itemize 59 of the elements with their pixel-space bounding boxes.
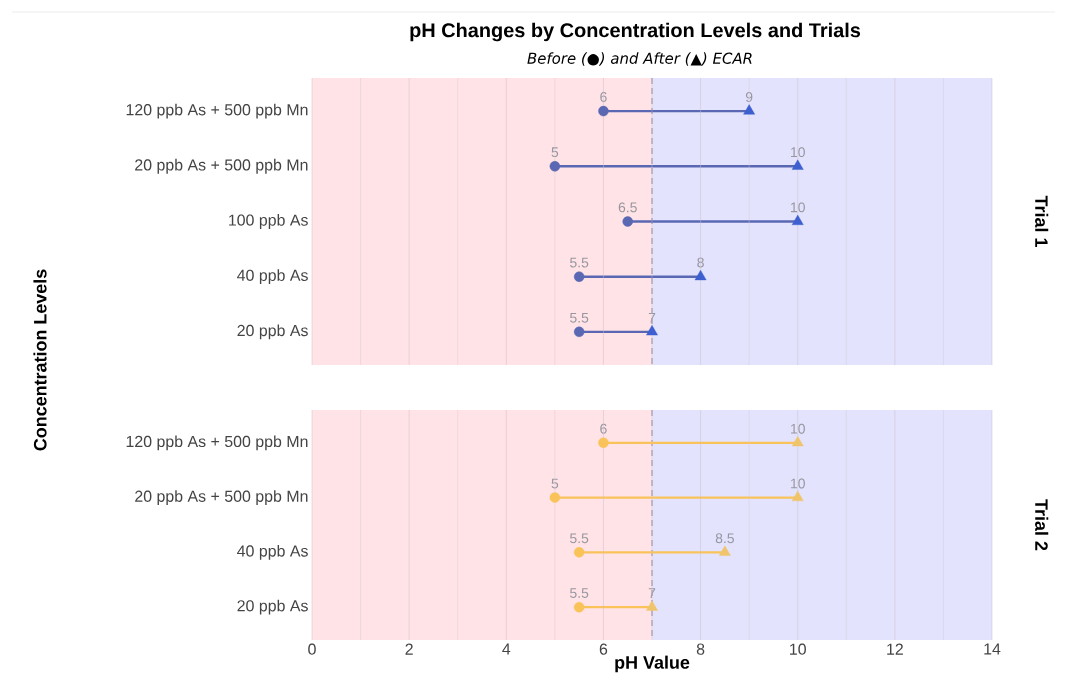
x-tick-label: 0 (308, 643, 316, 655)
y-tick-label: 40 ppb As (237, 269, 308, 285)
data-label: 6 (600, 423, 607, 434)
point (791, 159, 804, 170)
data-label: 5 (551, 147, 559, 158)
x-tick-label: 14 (984, 643, 1001, 655)
x-tick-label: 4 (502, 643, 511, 655)
chart-subtitle: Before (●) and After (▲) ECAR (527, 52, 752, 66)
point (573, 601, 585, 613)
y-tick-label: 20 ppb As (237, 324, 308, 340)
data-label: 10 (791, 147, 805, 158)
x-tick-label: 6 (599, 643, 608, 655)
data-label: 10 (791, 478, 805, 489)
data-label: 10 (791, 202, 805, 213)
data-label: 5.5 (570, 312, 589, 323)
point (694, 269, 707, 281)
point (791, 436, 804, 447)
data-label: 8.5 (715, 533, 734, 544)
point (743, 104, 755, 115)
y-tick-label: 120 ppb As + 500 ppb Mn (126, 435, 308, 451)
chart-title: pH Changes by Concentration Levels and Trials (410, 22, 861, 42)
y-tick-label: 120 ppb As + 500 ppb Mn (126, 103, 308, 119)
y-tick-label: 20 ppb As + 500 ppb Mn (135, 158, 308, 174)
data-label: 5.5 (570, 588, 589, 598)
y-tick-label: 40 ppb As (237, 544, 308, 560)
y-axis-title: Concentration Levels (33, 269, 47, 451)
data-label: 5.5 (570, 257, 589, 268)
data-label: 6.5 (618, 202, 637, 213)
point (598, 437, 609, 449)
x-tick-label: 8 (696, 643, 705, 655)
x-tick-label: 12 (887, 643, 903, 655)
point (791, 490, 804, 502)
point (573, 547, 585, 558)
point (549, 161, 561, 172)
point (719, 545, 731, 556)
data-label: 9 (745, 92, 753, 102)
x-axis-title: pH Value (615, 655, 690, 673)
y-tick-label: 20 ppb As + 500 ppb Mn (135, 490, 308, 506)
point (646, 325, 658, 336)
x-tick-label: 2 (405, 643, 413, 655)
point (573, 326, 585, 338)
data-label: 7 (648, 313, 656, 323)
text: Trial 2 (1035, 499, 1049, 551)
point (549, 492, 561, 503)
point (646, 600, 658, 611)
x-tick-label: 10 (790, 643, 806, 655)
text: Trial 1 (1035, 195, 1049, 247)
data-label: 5 (551, 478, 559, 489)
data-label: 7 (648, 588, 656, 598)
point (622, 216, 633, 227)
y-tick-label: 100 ppb As (229, 214, 308, 229)
y-tick-label: 20 ppb As (237, 599, 308, 615)
data-label: 6 (600, 92, 607, 102)
data-label: 8 (697, 257, 704, 268)
point (598, 105, 609, 117)
data-label: 10 (791, 423, 805, 434)
point (573, 271, 585, 282)
point (791, 214, 804, 225)
data-label: 5.5 (570, 533, 589, 544)
